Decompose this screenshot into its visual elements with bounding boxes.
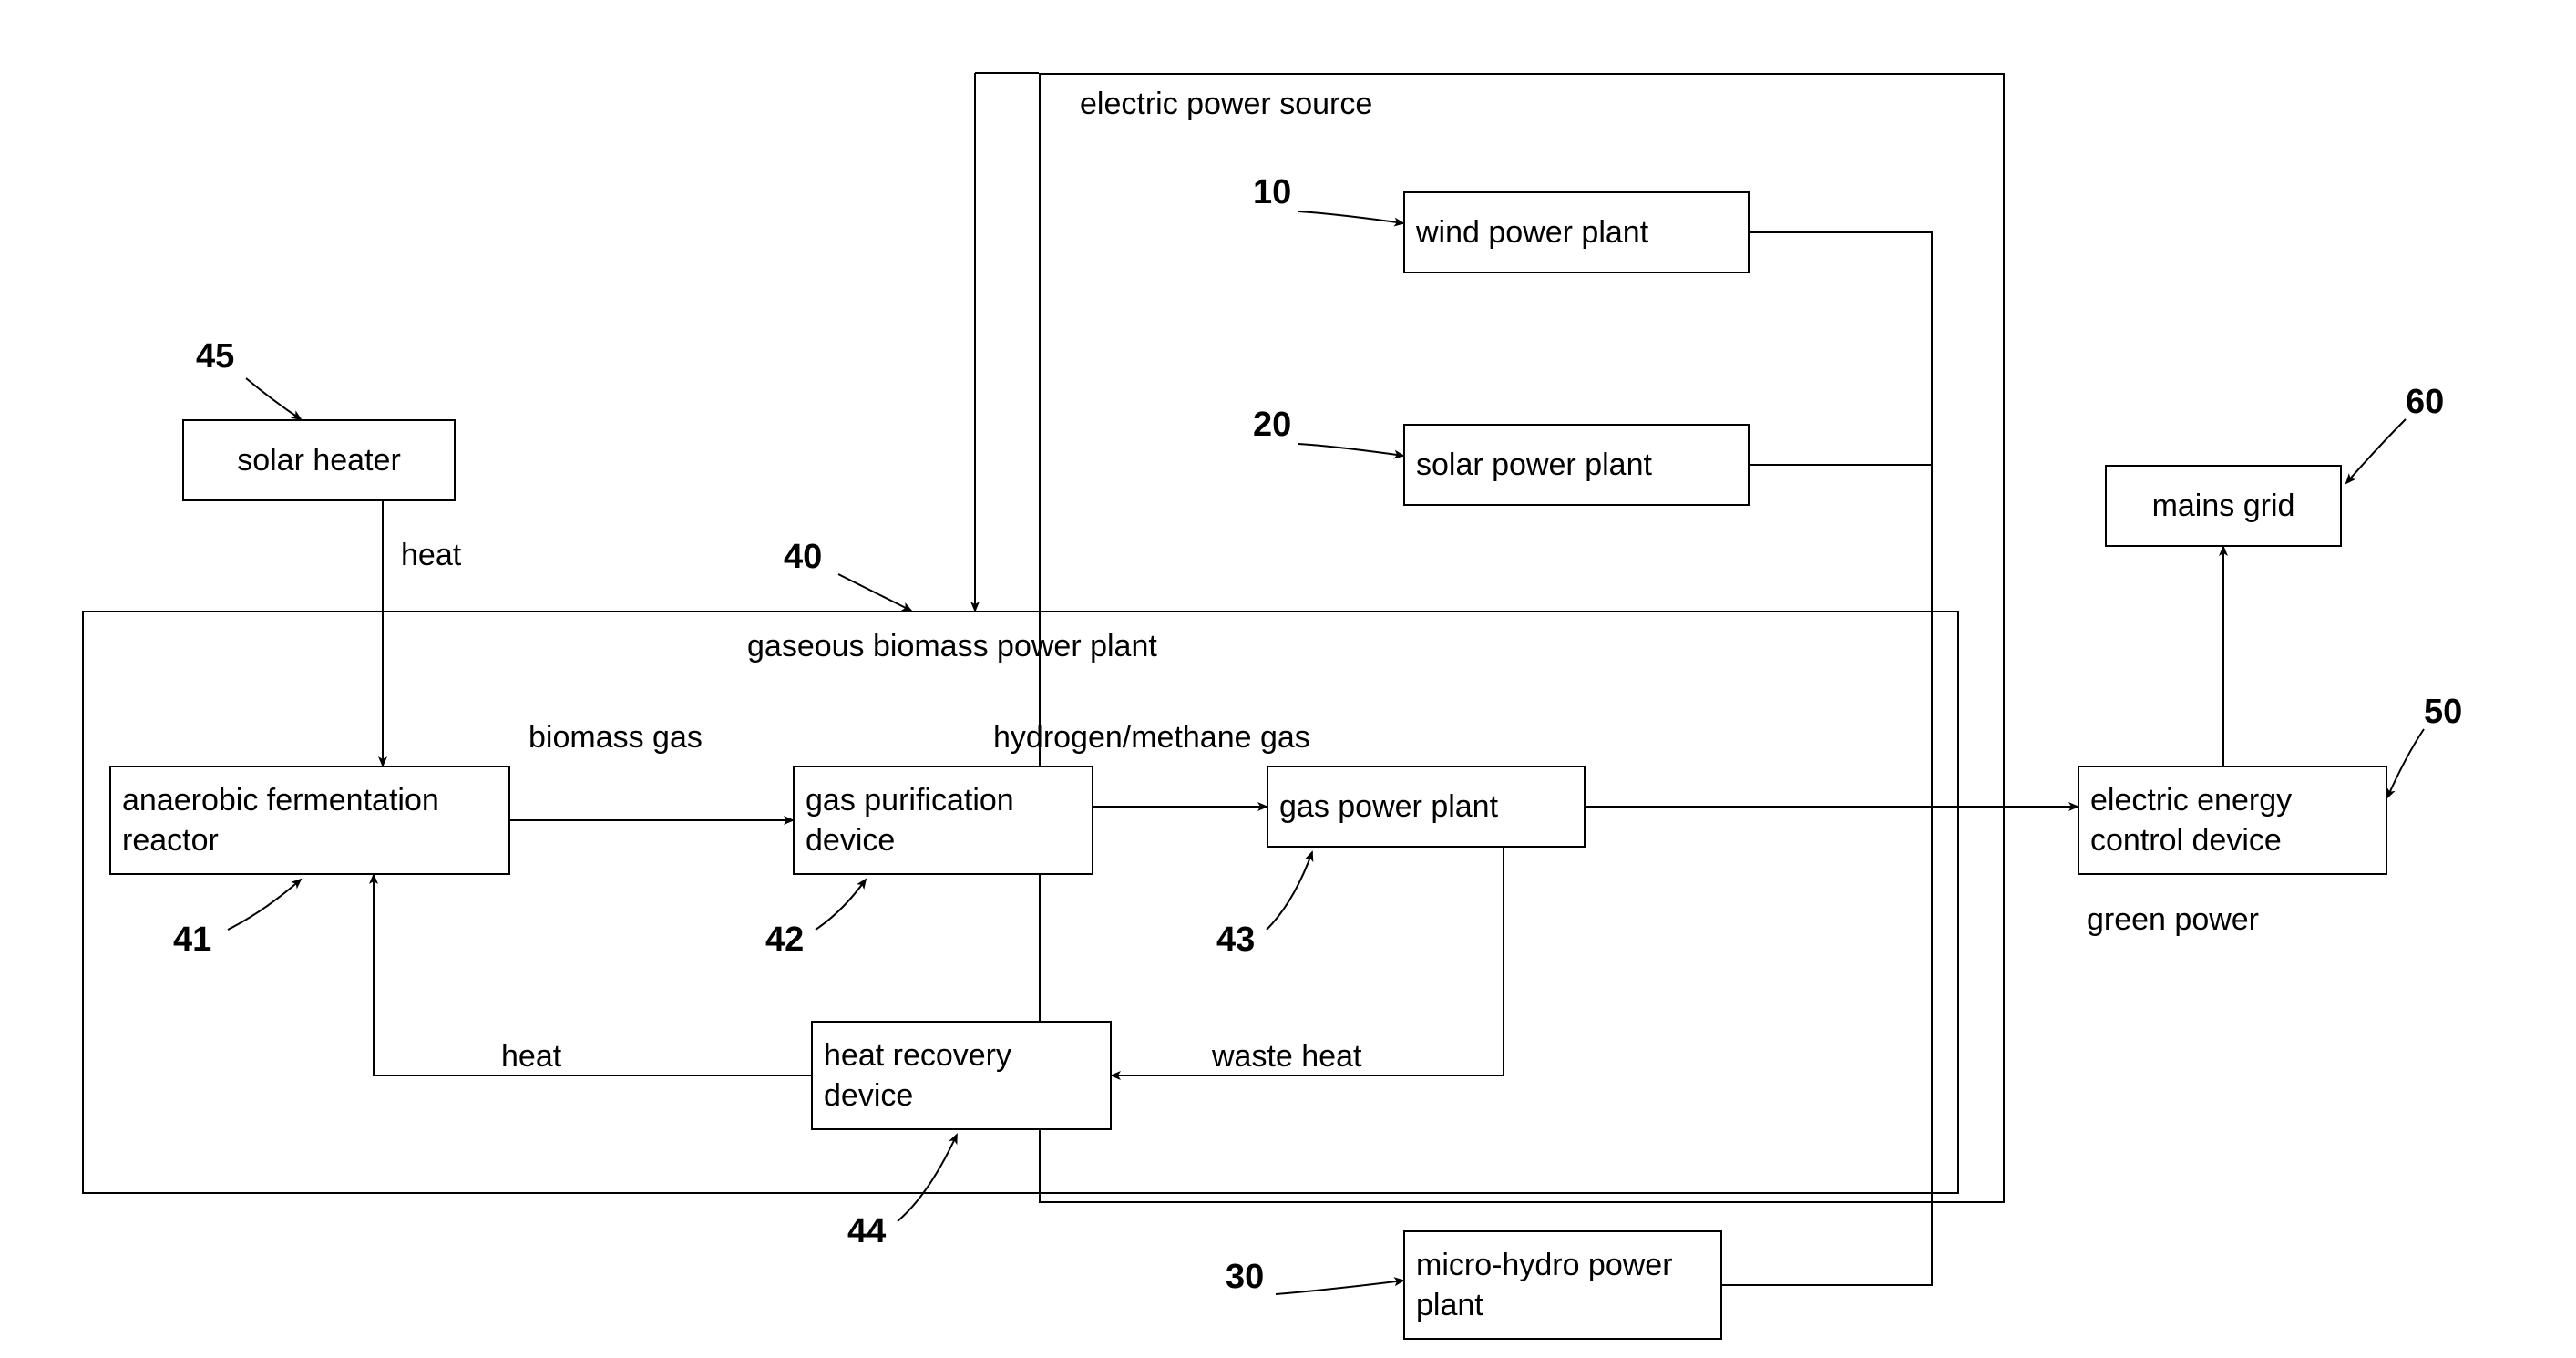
label-biomass-gas: biomass gas <box>529 720 703 756</box>
label-waste-heat: waste heat <box>1212 1039 1361 1075</box>
node-solar-heater: solar heater <box>182 419 456 501</box>
text-gas-power: gas power plant <box>1279 787 1498 827</box>
text-control-device: electric energy control device <box>2090 780 2375 860</box>
text-wind-power: wind power plant <box>1416 212 1648 252</box>
ref-44: 44 <box>847 1212 886 1251</box>
label-heat2: heat <box>501 1039 561 1075</box>
text-micro-hydro: micro-hydro power plant <box>1416 1245 1709 1325</box>
node-anaerobic: anaerobic fermentation reactor <box>109 766 510 875</box>
text-solar-heater: solar heater <box>237 440 401 480</box>
text-mains-grid: mains grid <box>2152 486 2295 526</box>
ref-60: 60 <box>2406 383 2444 422</box>
node-gas-power: gas power plant <box>1267 766 1586 848</box>
ref-50: 50 <box>2424 693 2462 732</box>
ref-30: 30 <box>1226 1258 1264 1297</box>
ref-45: 45 <box>196 337 234 376</box>
ref-40: 40 <box>784 538 822 577</box>
node-control-device: electric energy control device <box>2078 766 2387 875</box>
label-hydrogen: hydrogen/methane gas <box>993 720 1310 756</box>
label-electric-power-source: electric power source <box>1080 87 1372 122</box>
text-gas-purification: gas purification device <box>806 780 1081 860</box>
ref-10: 10 <box>1253 173 1291 212</box>
label-gaseous-biomass: gaseous biomass power plant <box>747 629 1157 664</box>
diagram-canvas: electric power source gaseous biomass po… <box>18 18 2576 1340</box>
label-heat1: heat <box>401 538 461 573</box>
ref-41: 41 <box>173 921 211 960</box>
text-anaerobic: anaerobic fermentation reactor <box>122 780 498 860</box>
text-solar-power: solar power plant <box>1416 445 1652 485</box>
node-heat-recovery: heat recovery device <box>811 1021 1112 1130</box>
node-gas-purification: gas purification device <box>793 766 1093 875</box>
node-wind-power: wind power plant <box>1403 191 1750 273</box>
node-solar-power: solar power plant <box>1403 424 1750 506</box>
text-heat-recovery: heat recovery device <box>824 1035 1099 1116</box>
ref-43: 43 <box>1216 921 1255 960</box>
node-micro-hydro: micro-hydro power plant <box>1403 1230 1722 1340</box>
ref-42: 42 <box>765 921 804 960</box>
node-mains-grid: mains grid <box>2105 465 2342 547</box>
ref-20: 20 <box>1253 406 1291 445</box>
label-green-power: green power <box>2087 902 2259 938</box>
